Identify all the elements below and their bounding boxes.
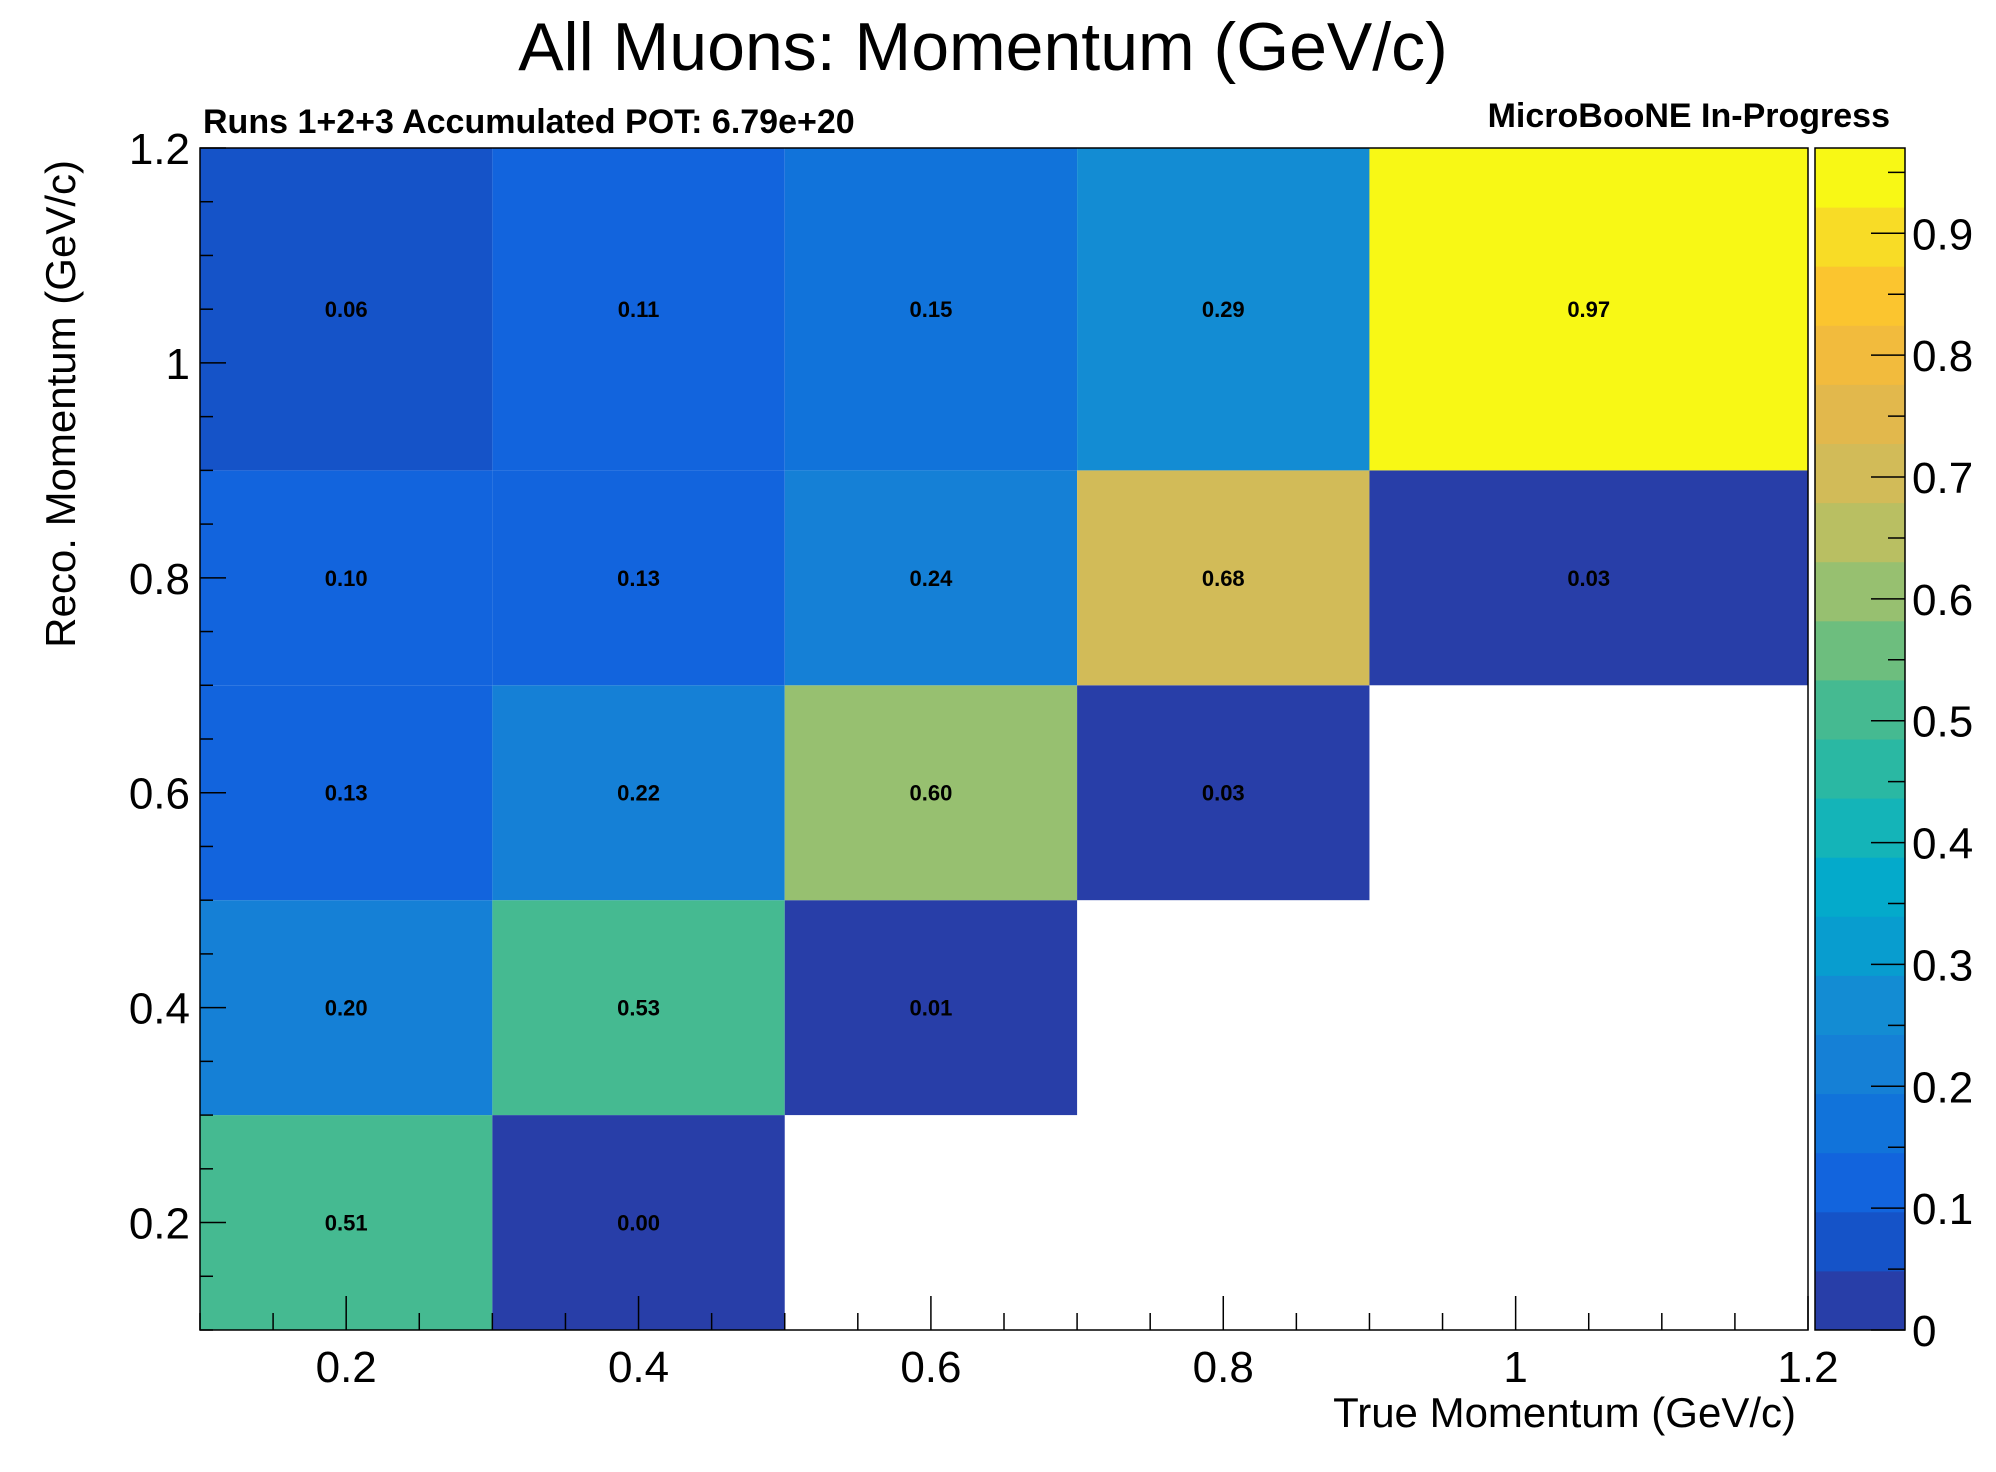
z-tick-label: 0.6	[1912, 576, 1973, 625]
heatmap-cell	[492, 685, 785, 901]
color-scale-band	[1815, 384, 1905, 444]
cell-value-label: 0.60	[909, 781, 952, 806]
cell-value-label: 0.68	[1202, 566, 1245, 591]
color-scale-band	[1815, 1211, 1905, 1272]
color-scale-band	[1815, 502, 1905, 563]
y-tick-label: 0.8	[129, 555, 190, 604]
y-tick-label: 0.2	[129, 1200, 190, 1249]
color-scale-band	[1815, 798, 1905, 858]
heatmap-cell	[1369, 148, 1808, 471]
cell-value-label: 0.51	[325, 1211, 368, 1236]
cell-labels: 0.51 0.00 0.20 0.53 0.01 0.13 0.22 0.60 0.03 0.10…	[325, 297, 1610, 1235]
y-tick-label: 0.4	[129, 985, 190, 1034]
heatmap-cell	[1077, 470, 1370, 686]
color-scale-band	[1815, 1093, 1905, 1154]
x-tick-label: 0.2	[316, 1343, 377, 1392]
heatmap-cell	[1077, 148, 1370, 471]
color-scale-band	[1815, 266, 1905, 326]
y-tick-label: 1	[166, 340, 190, 389]
z-tick-label: 0.1	[1912, 1185, 1973, 1234]
y-tick-label: 1.2	[129, 125, 190, 174]
heatmap-cell	[200, 685, 493, 901]
color-scale-band	[1815, 739, 1905, 799]
color-scale-band	[1815, 679, 1905, 740]
color-scale-band	[1815, 1034, 1905, 1095]
heatmap-cell	[492, 1115, 785, 1330]
heatmap-cell	[200, 1115, 493, 1330]
cell-value-label: 0.15	[909, 297, 952, 322]
cell-value-label: 0.03	[1567, 566, 1610, 591]
color-scale-band	[1815, 443, 1905, 504]
y-tick-label: 0.6	[129, 770, 190, 819]
heatmap-cell	[200, 470, 493, 686]
color-scale-frame	[1814, 147, 1906, 1331]
x-tick-label: 1	[1503, 1343, 1527, 1392]
z-tick-label: 0	[1912, 1307, 1936, 1356]
color-scale-band	[1815, 1270, 1905, 1331]
x-tick-label: 0.6	[900, 1343, 961, 1392]
heatmap-cell	[492, 148, 785, 471]
cell-value-label: 0.00	[617, 1211, 660, 1236]
color-scale: 0 0.1 0.2 0.3 0.4 0.5 0.6 0.7 0.8 0.9	[1814, 147, 1973, 1356]
cell-value-label: 0.13	[617, 566, 660, 591]
x-axis-label: True Momentum (GeV/c)	[1333, 1389, 1796, 1436]
heatmap-cell	[784, 900, 1078, 1116]
color-scale-band	[1815, 207, 1905, 267]
chart-subtitle-right: MicroBooNE In-Progress	[1488, 97, 1890, 135]
heatmap-cell	[1369, 470, 1808, 686]
x-tick-label: 1.2	[1777, 1343, 1838, 1392]
cell-value-label: 0.97	[1567, 297, 1610, 322]
chart-subtitle-left: Runs 1+2+3 Accumulated POT: 6.79e+20	[203, 103, 855, 141]
z-tick-label: 0.8	[1912, 332, 1973, 381]
color-scale-band	[1815, 857, 1905, 917]
cell-value-label: 0.20	[325, 996, 368, 1021]
axes: 0.2 0.4 0.6 0.8 1 1.2 0.2 0.4 0.6 0.8 1 1.2	[129, 125, 1839, 1392]
cell-value-label: 0.01	[909, 996, 952, 1021]
cell-value-label: 0.10	[325, 566, 368, 591]
cell-value-label: 0.24	[909, 566, 953, 591]
z-tick-label: 0.2	[1912, 1063, 1973, 1112]
heatmap-cell	[1077, 685, 1370, 901]
heatmap-cell	[492, 900, 785, 1116]
x-tick-label: 0.4	[608, 1343, 669, 1392]
heatmap-cell	[200, 148, 493, 471]
z-tick-label: 0.7	[1912, 454, 1973, 503]
heatmap-cell	[784, 470, 1078, 686]
color-scale-band	[1815, 561, 1905, 622]
cell-value-label: 0.13	[325, 781, 368, 806]
cell-value-label: 0.03	[1202, 781, 1245, 806]
cell-value-label: 0.06	[325, 297, 368, 322]
z-tick-label: 0.9	[1912, 210, 1973, 259]
color-scale-band	[1815, 620, 1905, 681]
heatmap-cell	[784, 148, 1078, 471]
heatmap-cell	[200, 900, 493, 1116]
chart-title: All Muons: Momentum (GeV/c)	[518, 9, 1448, 85]
cell-value-label: 0.22	[617, 781, 660, 806]
heatmap-cells	[200, 148, 1808, 1330]
color-scale-band	[1815, 916, 1905, 976]
cell-value-label: 0.29	[1202, 297, 1245, 322]
heatmap-cell	[492, 470, 785, 686]
color-scale-band	[1815, 1152, 1905, 1213]
heatmap-cell	[784, 685, 1078, 901]
x-tick-label: 0.8	[1193, 1343, 1254, 1392]
z-tick-label: 0.3	[1912, 941, 1973, 990]
y-axis-label: Reco. Momentum (GeV/c)	[37, 160, 84, 648]
z-tick-label: 0.5	[1912, 698, 1973, 747]
color-scale-band	[1815, 148, 1905, 208]
z-tick-label: 0.4	[1912, 820, 1973, 869]
cell-value-label: 0.53	[617, 996, 660, 1021]
cell-value-label: 0.11	[618, 297, 660, 322]
